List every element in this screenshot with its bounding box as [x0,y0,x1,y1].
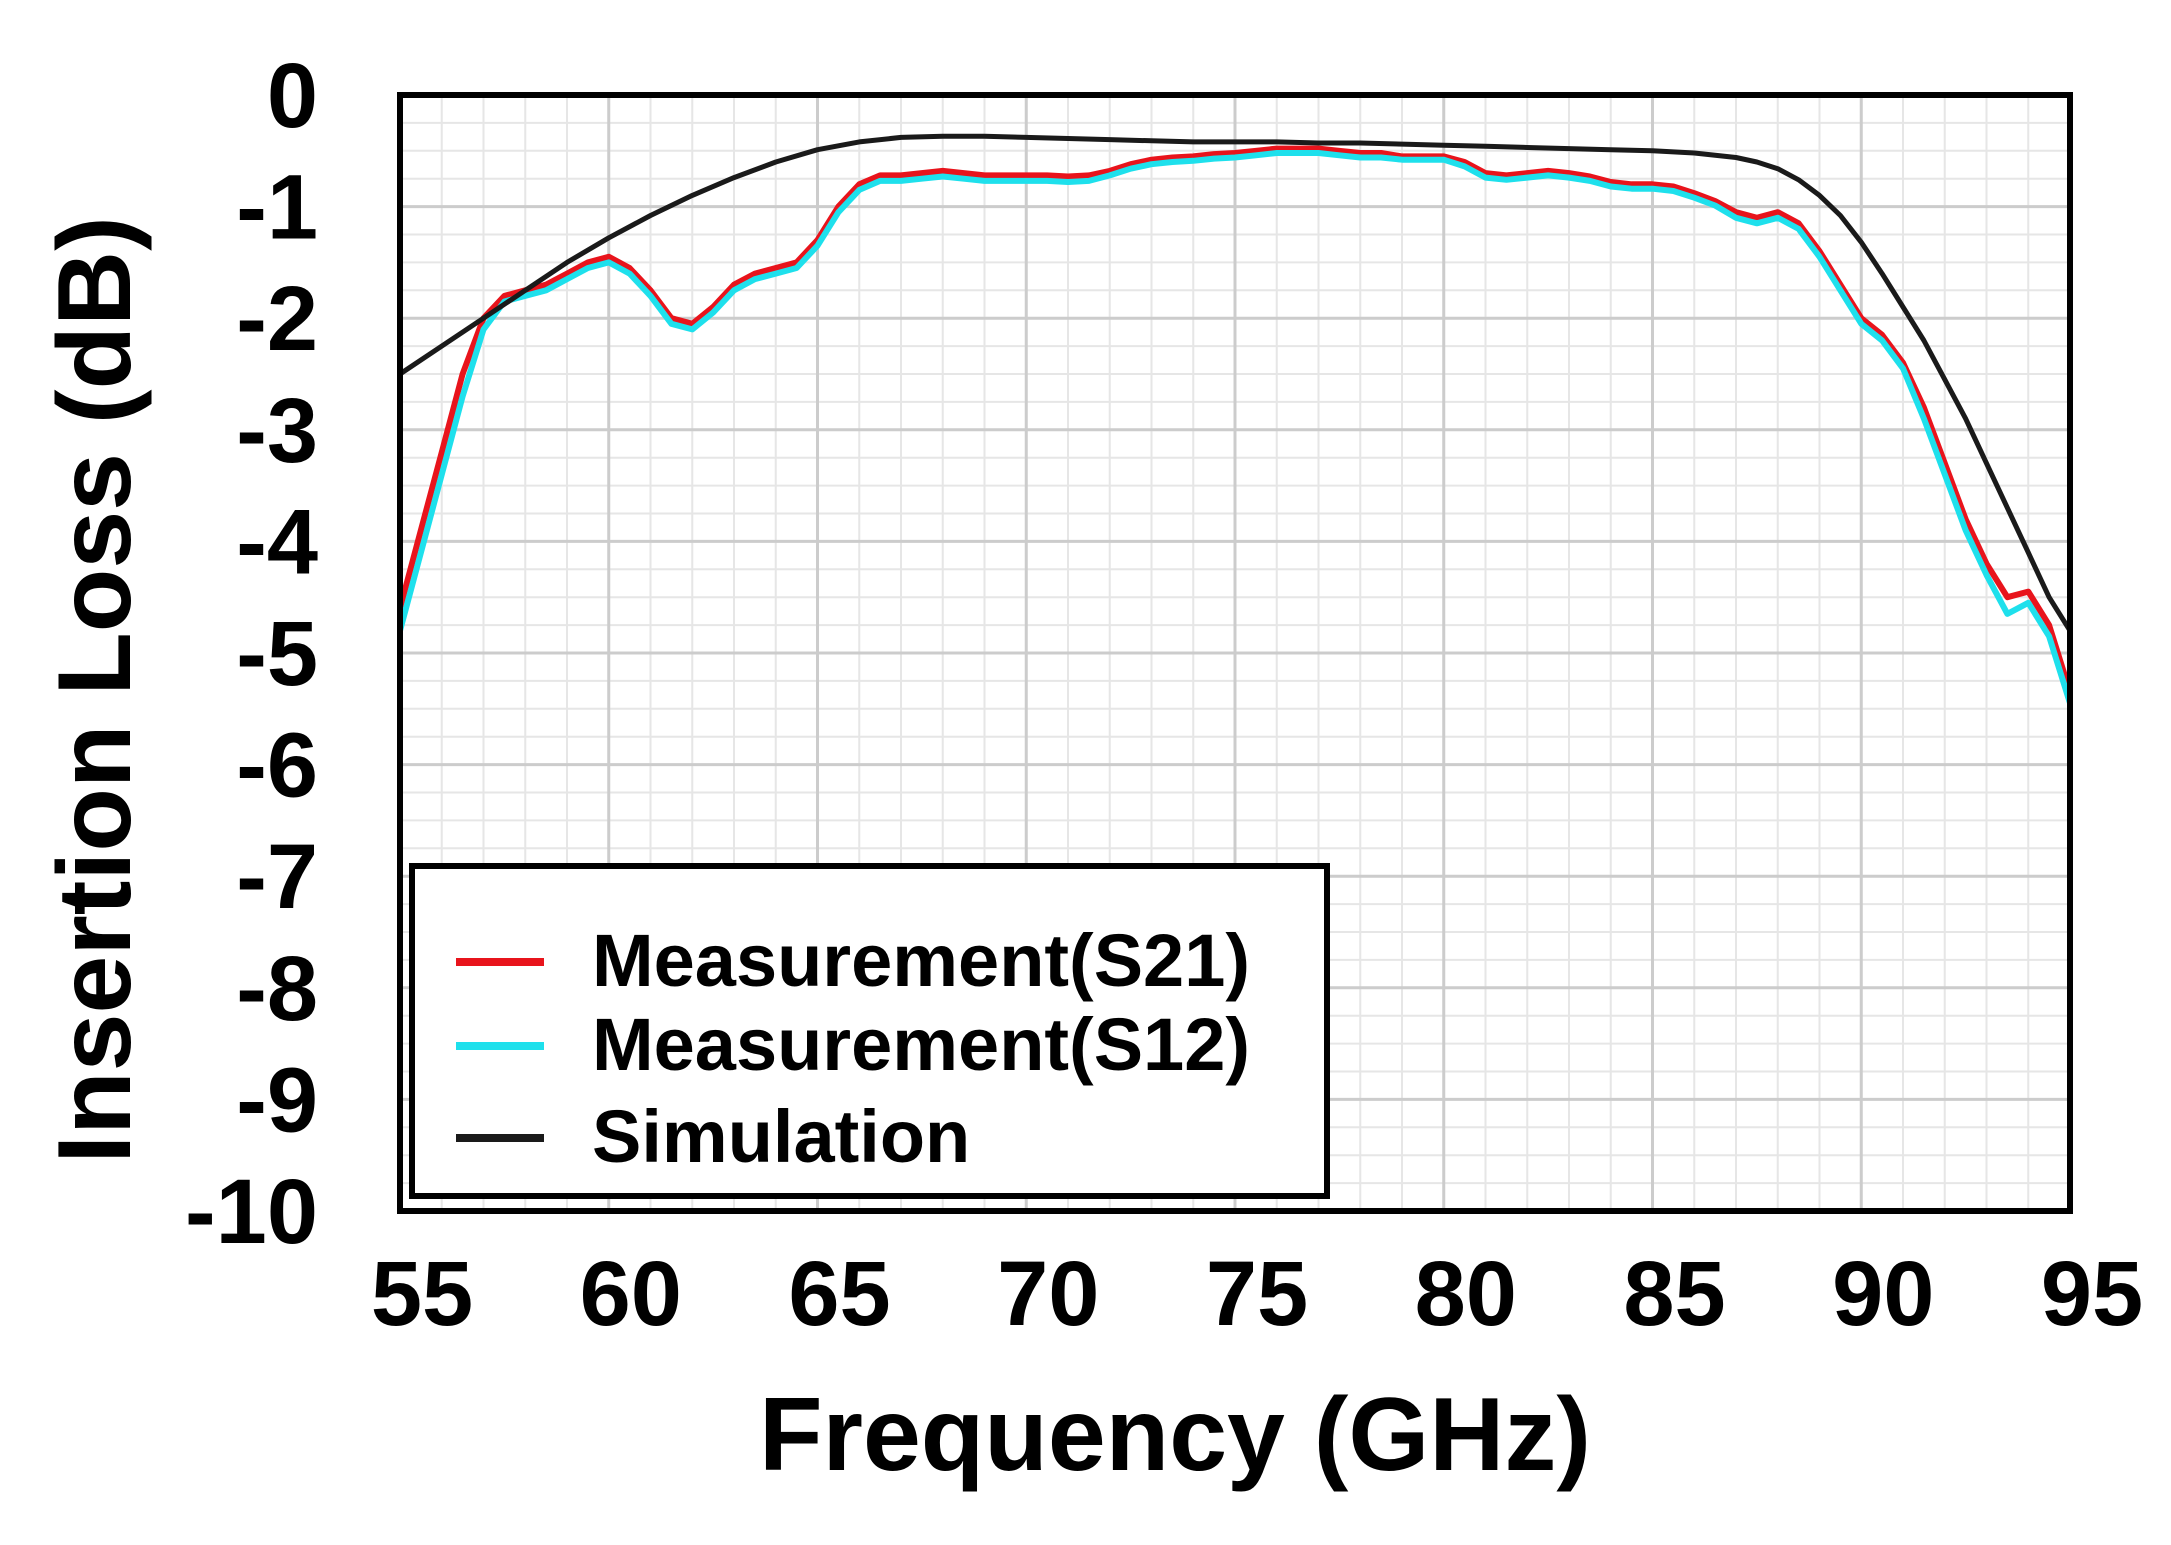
x-tick-label: 85 [1623,1243,1725,1345]
x-tick-label: 95 [2041,1243,2143,1345]
series-line-simulation [397,133,2073,634]
x-tick-label: 60 [580,1243,682,1345]
y-tick-label: -5 [236,603,318,705]
y-tick-label: -7 [236,826,318,928]
series-line-measurement-s12 [397,150,2073,707]
series-line-measurement-s21 [397,145,2073,696]
y-tick-labels: 0-1-2-3-4-5-6-7-8-9-10 [185,45,318,1263]
x-tick-label: 80 [1415,1243,1517,1345]
x-tick-labels: 55 60 65 70 75 80 85 90 95 [371,1243,2143,1345]
legend-box [409,863,1330,1199]
legend: Measurement(S21)Measurement(S12) Simulati… [409,863,1330,1199]
y-tick-label: -6 [236,715,318,817]
y-tick-label: -9 [236,1049,318,1151]
legend-label: Measurement(S21) [592,919,1250,1002]
x-axis-label: Frequency (GHz) [759,1377,1591,1493]
y-tick-label: -1 [236,157,318,259]
y-tick-label: -10 [185,1161,318,1263]
y-tick-label: -3 [236,380,318,482]
y-tick-label: -2 [236,268,318,370]
plot-frame [397,92,2073,1214]
y-tick-label: 0 [267,45,318,147]
legend-label: Simulation [592,1095,970,1178]
y-axis-label: Insertion Loss (dB) [37,216,153,1164]
y-tick-label: -4 [236,491,318,593]
x-tick-label: 70 [997,1243,1099,1345]
series-layer [397,133,2073,707]
x-tick-label: 75 [1206,1243,1308,1345]
x-tick-label: 55 [371,1243,473,1345]
x-tick-label: 65 [788,1243,890,1345]
legend-label: Measurement(S12) [592,1003,1250,1086]
x-tick-label: 90 [1832,1243,1934,1345]
y-tick-label: -8 [236,938,318,1040]
